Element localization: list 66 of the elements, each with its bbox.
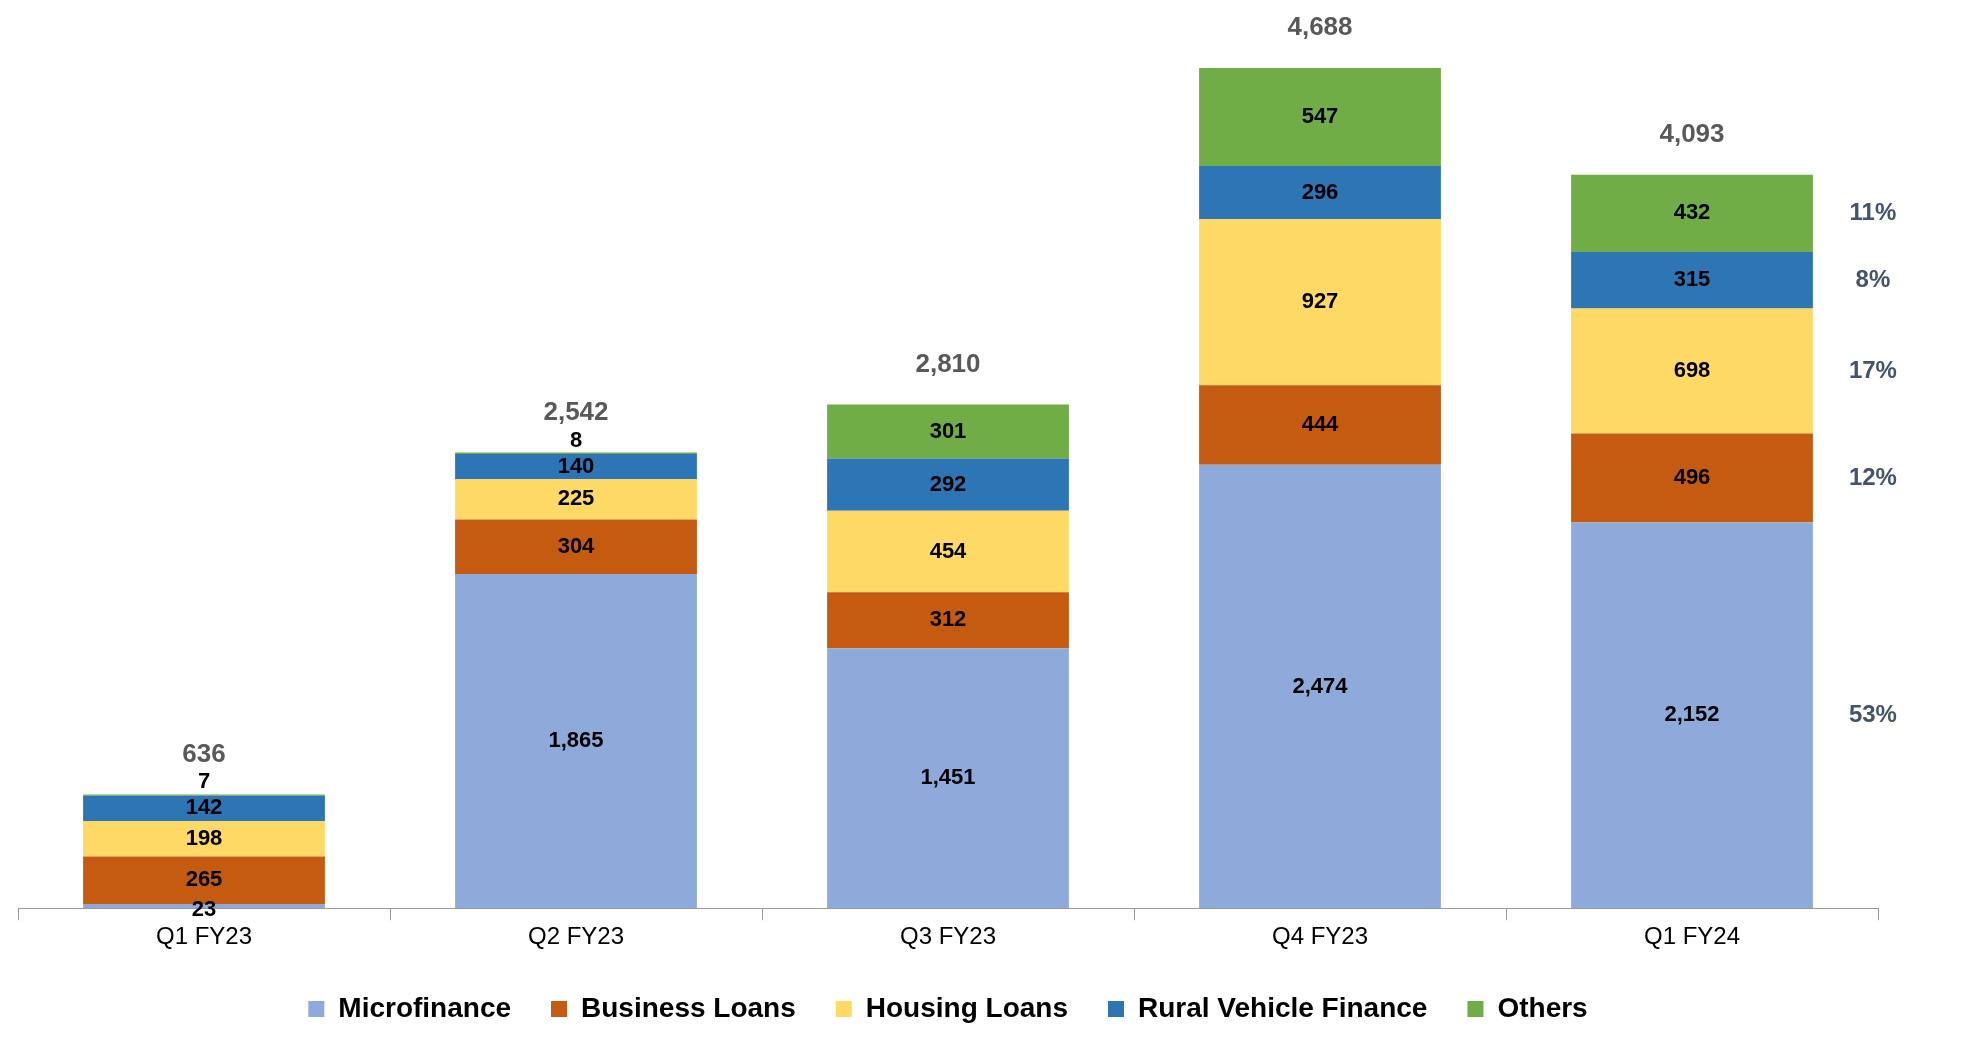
x-tick-label: Q2 FY23 [527, 922, 625, 950]
legend-label: Microfinance [338, 991, 512, 1023]
bar [1199, 219, 1441, 386]
data-label: 296 [1301, 178, 1339, 204]
bar [1571, 174, 1813, 253]
total-label: 2,810 [915, 347, 981, 378]
data-label: 140 [557, 452, 595, 478]
annotation: 12% [1848, 462, 1897, 490]
bar [1199, 68, 1441, 167]
data-label: 2,474 [1292, 672, 1349, 698]
x-tick-label: Q4 FY23 [1271, 922, 1369, 950]
data-label: 142 [185, 794, 223, 820]
bar [1199, 464, 1441, 909]
data-label: 8 [569, 426, 583, 452]
data-label: 225 [557, 485, 595, 511]
data-label: 265 [185, 866, 223, 892]
data-label: 927 [1301, 288, 1339, 314]
x-tick-label: Q1 FY24 [1643, 922, 1741, 950]
bar [83, 821, 325, 857]
data-label: 454 [929, 537, 968, 563]
bar [455, 454, 697, 480]
bar [827, 458, 1069, 511]
total-label: 4,093 [1659, 117, 1725, 148]
bar [827, 592, 1069, 649]
data-label: 315 [1673, 266, 1711, 292]
data-label: 23 [191, 896, 217, 922]
bar [827, 404, 1069, 459]
data-label: 444 [1301, 411, 1340, 437]
legend-label: Housing Loans [865, 991, 1068, 1023]
bar [1199, 385, 1441, 465]
data-label: 2,152 [1664, 701, 1720, 727]
total-label: 2,542 [543, 395, 609, 426]
bar [1571, 522, 1813, 909]
bar [1571, 308, 1813, 434]
data-label: 496 [1673, 464, 1711, 490]
bar [455, 479, 697, 520]
annotation: 53% [1848, 699, 1897, 727]
data-label: 698 [1673, 357, 1711, 383]
data-label: 7 [197, 768, 211, 794]
data-label: 301 [929, 417, 967, 443]
annotation: 8% [1855, 264, 1891, 292]
bar [83, 795, 325, 822]
data-label: 304 [557, 532, 596, 558]
legend-label: Rural Vehicle Finance [1137, 991, 1428, 1023]
annotation: 11% [1849, 197, 1897, 225]
data-label: 198 [185, 824, 223, 850]
annotation: 17% [1848, 355, 1897, 383]
bar [827, 510, 1069, 593]
legend-label: Business Loans [581, 991, 796, 1023]
data-label: 292 [929, 470, 967, 496]
legend-label: Others [1497, 991, 1588, 1023]
x-tick-label: Q3 FY23 [899, 922, 997, 950]
data-label: 1,451 [920, 764, 976, 790]
bar [455, 519, 697, 574]
bar [1571, 252, 1813, 309]
data-label: 312 [929, 606, 967, 632]
data-label: 432 [1673, 199, 1711, 225]
total-label: 636 [182, 737, 226, 768]
bar [1199, 166, 1441, 220]
bar [455, 573, 697, 909]
data-label: 547 [1301, 103, 1339, 129]
total-label: 4,688 [1287, 11, 1353, 42]
x-tick-label: Q1 FY23 [155, 922, 253, 950]
bar [827, 648, 1069, 909]
data-label: 1,865 [548, 727, 604, 753]
bar [1571, 433, 1813, 523]
